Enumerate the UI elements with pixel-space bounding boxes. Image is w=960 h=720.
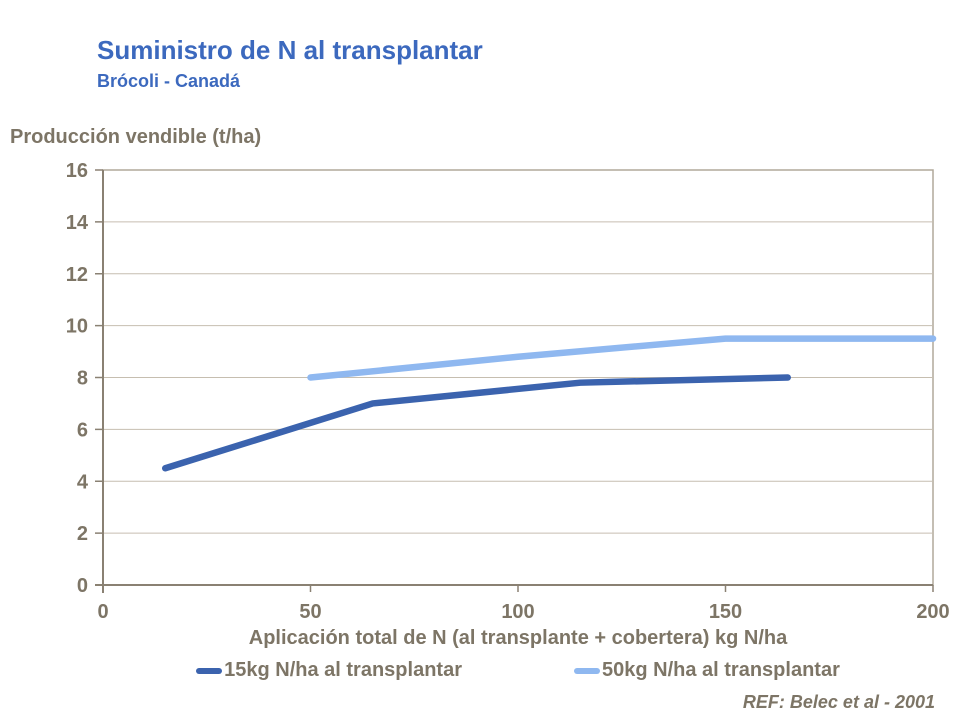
chart-header: Suministro de N al transplantar Brócoli … — [97, 36, 483, 92]
page-title: Suministro de N al transplantar — [97, 35, 483, 65]
y-tick-label: 2 — [77, 523, 88, 545]
chart-legend: 15kg N/ha al transplantar 50kg N/ha al tr… — [103, 659, 933, 682]
series-line-1 — [162, 374, 791, 472]
x-axis-title: Aplicación total de N (al transplante + … — [248, 627, 788, 649]
legend-marker-icon — [196, 667, 223, 674]
y-tick-label: 6 — [77, 419, 88, 441]
y-tick-label: 12 — [66, 264, 88, 286]
x-tick-label: 50 — [299, 601, 321, 623]
x-tick-label: 0 — [97, 601, 108, 623]
x-tick-label: 200 — [916, 601, 949, 623]
legend-item-1: 15kg N/ha al transplantar — [196, 659, 462, 682]
legend-label: 50kg N/ha al transplantar — [602, 659, 840, 681]
x-tick-label: 100 — [501, 601, 534, 623]
y-tick-label: 10 — [66, 316, 88, 338]
y-tick-label: 14 — [66, 212, 89, 234]
reference-note: REF: Belec et al - 2001 — [742, 692, 935, 712]
x-tick-label: 150 — [709, 601, 742, 623]
y-tick-label: 4 — [77, 471, 89, 493]
y-tick-label: 8 — [77, 368, 88, 390]
legend-label: 15kg N/ha al transplantar — [224, 659, 462, 681]
y-tick-label: 0 — [77, 575, 88, 597]
y-tick-label: 16 — [66, 160, 88, 182]
legend-item-2: 50kg N/ha al transplantar — [574, 659, 840, 682]
page-subtitle: Brócoli - Canadá — [97, 70, 241, 91]
series-line-2 — [307, 335, 937, 381]
y-axis-title: Producción vendible (t/ha) — [10, 126, 262, 148]
legend-marker-icon — [574, 667, 600, 674]
